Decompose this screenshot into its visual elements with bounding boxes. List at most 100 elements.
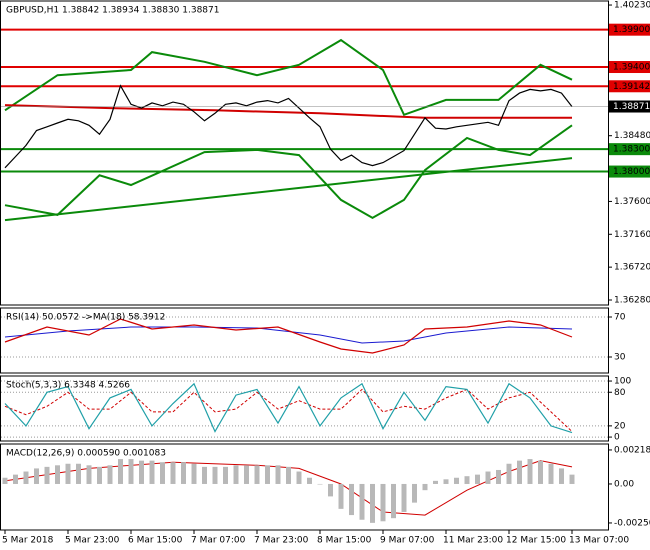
histogram-bar [443, 479, 449, 484]
histogram-bar [286, 466, 291, 484]
panel-title: MACD(12,26,9) 0.000590 0.001083 [6, 449, 166, 459]
series-line [4, 157, 573, 222]
level-label: 1.38300 [613, 145, 650, 155]
panel-frame [0, 443, 609, 531]
histogram-bar [65, 463, 71, 484]
histogram-bar [149, 460, 155, 484]
histogram-bar [212, 466, 218, 484]
histogram-bar [23, 471, 29, 484]
series-line [4, 38, 573, 117]
histogram-bar [86, 465, 92, 484]
histogram-bar [202, 466, 207, 484]
histogram-bar [181, 462, 186, 484]
histogram-bar [307, 477, 312, 484]
panel-frame [0, 375, 609, 442]
histogram-bar [422, 483, 428, 491]
x-tick-label: 11 Mar 23:00 [443, 536, 503, 546]
y-tick-label: 1.37600 [614, 197, 650, 207]
y-tick-label: 70 [614, 313, 626, 323]
histogram-bar [317, 483, 323, 485]
histogram-bar [13, 474, 18, 484]
panel-title: RSI(14) 50.0572 ->MA(18) 58.3912 [6, 313, 165, 323]
y-tick-label: 1.36720 [614, 263, 650, 273]
series-line [4, 382, 573, 434]
histogram-bar [485, 471, 491, 484]
series-line [4, 84, 573, 169]
level-label-box [609, 23, 650, 36]
level-label-box [609, 143, 650, 156]
y-tick-label: 20 [614, 421, 626, 431]
histogram-bar [401, 483, 407, 512]
panel-frame [0, 0, 609, 306]
histogram-bar [244, 465, 249, 484]
histogram-bar [118, 459, 123, 484]
histogram-bar [412, 483, 417, 503]
y-tick-label: 0.00 [614, 479, 634, 489]
x-tick-label: 13 Mar 07:00 [569, 536, 629, 546]
level-label-box [609, 80, 650, 93]
y-tick-label: 1.38480 [614, 131, 650, 141]
histogram-bar [370, 483, 375, 523]
series-line [4, 124, 573, 220]
histogram-bar [223, 466, 228, 484]
level-label: 1.39900 [613, 25, 650, 35]
histogram-bar [265, 465, 270, 484]
series-line [4, 388, 573, 432]
histogram-bar [44, 466, 50, 484]
y-tick-label: 30 [614, 353, 626, 363]
histogram-bar [391, 483, 396, 519]
level-label-box [609, 61, 650, 74]
histogram-bar [559, 468, 564, 484]
last-price-label: 1.38871 [613, 102, 650, 112]
panel-title: GBPUSD,H1 1.38842 1.38934 1.38830 1.3887… [6, 6, 219, 16]
y-tick-label: 1.37160 [614, 230, 650, 240]
histogram-bar [328, 483, 333, 497]
histogram-bar [517, 460, 522, 484]
series-line [4, 104, 572, 119]
histogram-bar [338, 483, 344, 509]
histogram-bar [76, 463, 81, 484]
histogram-bar [548, 463, 554, 484]
level-label: 1.39142 [613, 82, 650, 92]
level-label: 1.38000 [613, 167, 650, 177]
level-label-box [609, 165, 650, 178]
histogram-bar [233, 465, 239, 484]
histogram-bar [359, 483, 365, 520]
y-tick-label: 100 [614, 377, 631, 387]
series-line [4, 318, 573, 354]
histogram-bar [475, 474, 480, 484]
histogram-bar [55, 465, 60, 484]
histogram-bar [349, 483, 354, 516]
y-tick-label: 80 [614, 388, 626, 398]
x-tick-label: 9 Mar 07:00 [380, 536, 435, 546]
y-tick-label: -0.002507 [614, 518, 650, 528]
x-tick-label: 7 Mar 23:00 [254, 536, 309, 546]
y-tick-label: 0 [614, 433, 620, 443]
x-tick-label: 6 Mar 15:00 [128, 536, 183, 546]
panel-title: Stoch(5,3,3) 6.3348 4.5266 [6, 381, 130, 391]
level-label: 1.39400 [613, 63, 650, 73]
histogram-bar [191, 463, 197, 484]
x-tick-label: 8 Mar 15:00 [317, 536, 372, 546]
histogram-bar [170, 462, 176, 484]
histogram-bar [433, 480, 438, 484]
histogram-bar [454, 477, 459, 484]
y-tick-label: 0.002187 [614, 445, 650, 455]
last-price-box [609, 100, 650, 113]
histogram-bar [538, 460, 543, 484]
histogram-bar [380, 483, 386, 522]
x-tick-label: 5 Mar 2018 [2, 536, 54, 546]
histogram-bar [296, 471, 302, 484]
x-tick-label: 7 Mar 07:00 [191, 536, 246, 546]
y-tick-label: 1.36280 [614, 295, 650, 305]
histogram-bar [254, 465, 260, 484]
histogram-bar [506, 463, 512, 484]
histogram-bar [496, 469, 501, 484]
histogram-bar [107, 465, 113, 484]
histogram-bar [128, 459, 134, 484]
histogram-bar [160, 462, 165, 484]
histogram-bar [527, 459, 533, 484]
x-tick-label: 5 Mar 23:00 [65, 536, 120, 546]
histogram-bar [275, 465, 281, 484]
